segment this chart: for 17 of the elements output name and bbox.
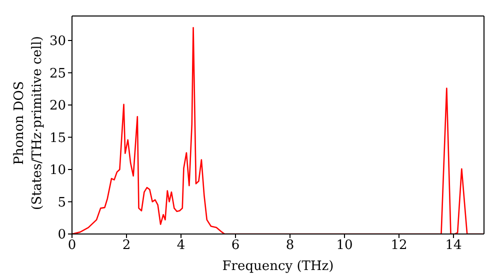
x-tick-label: 2 — [122, 238, 131, 254]
y-tick-label: 15 — [49, 130, 66, 146]
x-tick-label: 14 — [445, 238, 462, 254]
y-axis-title: Phonon DOS (States/THz·primitive cell) — [12, 36, 45, 210]
x-tick-label: 10 — [336, 238, 353, 254]
x-tick-label: 4 — [176, 238, 186, 254]
y-tick-label: 30 — [49, 34, 66, 50]
y-tick-label: 5 — [58, 195, 66, 210]
x-tick-label: 6 — [231, 238, 240, 254]
x-tick-label: 12 — [390, 238, 408, 254]
y-tick-label: 20 — [49, 98, 66, 114]
x-axis-title: Frequency (THz) — [222, 259, 334, 274]
x-tick-label: 8 — [286, 238, 294, 254]
y-tick-label: 10 — [49, 163, 66, 178]
x-tick-label: 0 — [68, 238, 76, 254]
y-tick-label: 0 — [58, 228, 66, 243]
y-tick-label: 25 — [49, 66, 66, 82]
